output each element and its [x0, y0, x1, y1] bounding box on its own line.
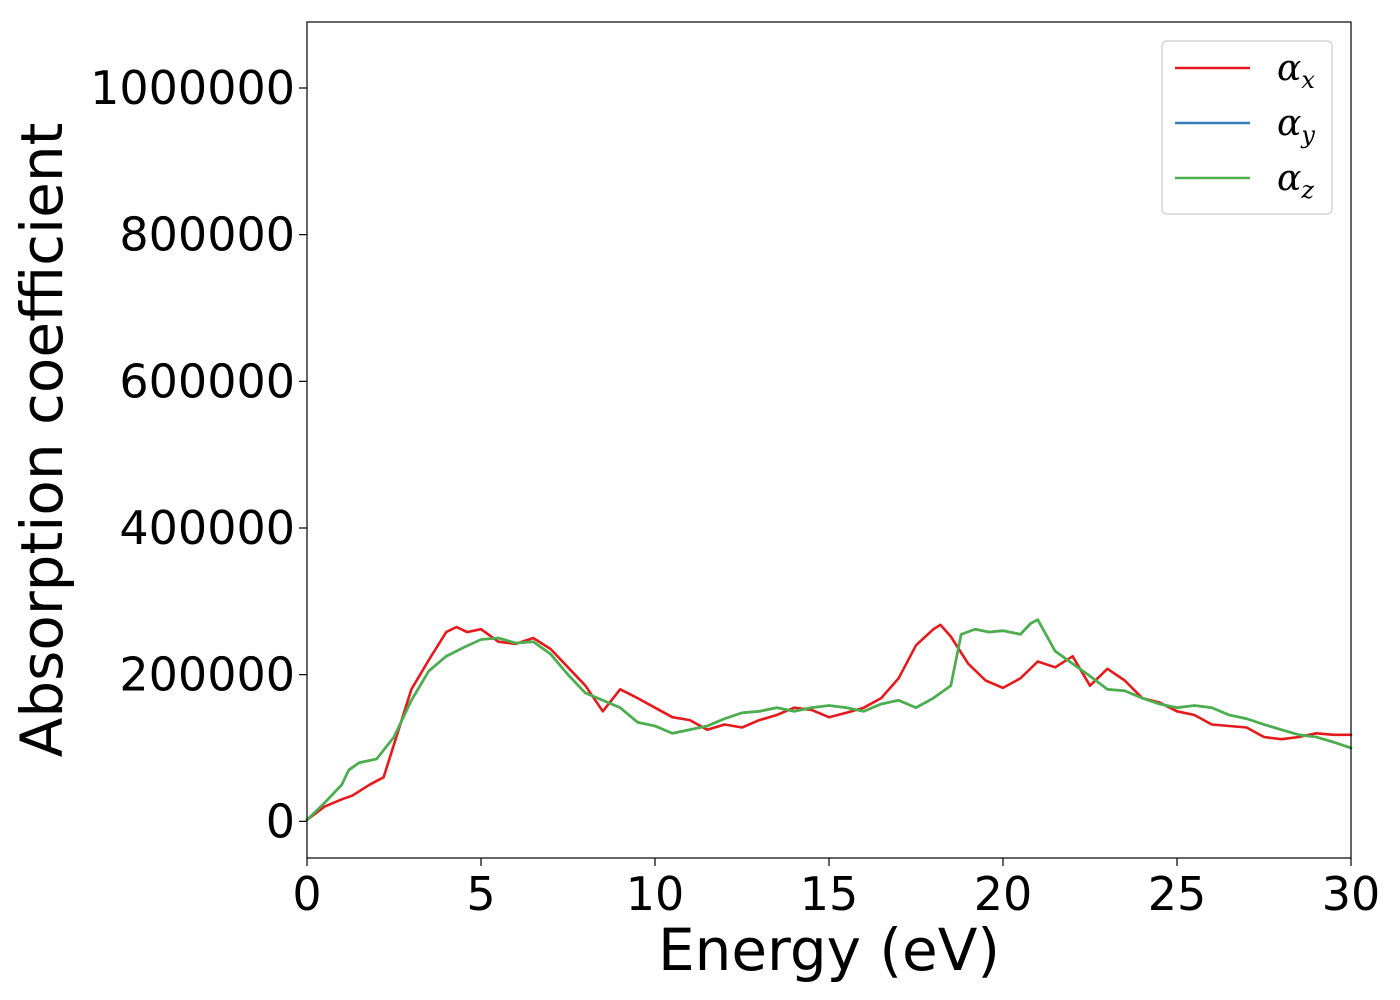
- x-tick-label: 25: [1148, 867, 1207, 921]
- y-axis-label: Absorption coefficient: [8, 123, 76, 758]
- x-tick-label: 0: [292, 867, 321, 921]
- x-axis: 0 5 10 15 20 25 30: [292, 858, 1380, 921]
- x-tick-label: 20: [974, 867, 1033, 921]
- legend: αx αy αz: [1161, 40, 1333, 215]
- x-tick-label: 5: [466, 867, 495, 921]
- y-tick-label: 800000: [119, 208, 295, 262]
- x-tick-label: 30: [1322, 867, 1381, 921]
- y-tick-label: 400000: [119, 501, 295, 555]
- legend-label-alpha-x: αx: [1277, 48, 1315, 94]
- legend-label-alpha-z: αz: [1277, 158, 1314, 204]
- y-tick-label: 200000: [119, 648, 295, 702]
- x-tick-label: 10: [626, 867, 685, 921]
- x-tick-label: 15: [800, 867, 859, 921]
- x-axis-label: Energy (eV): [658, 916, 1000, 984]
- series-layer: [305, 618, 1353, 822]
- y-axis: 0 200000 400000 600000 800000 1000000: [90, 61, 307, 848]
- legend-box: [1161, 40, 1333, 215]
- y-tick-label: 0: [266, 794, 295, 848]
- y-tick-label: 1000000: [90, 61, 295, 115]
- series-line-alpha-z: [305, 618, 1353, 822]
- legend-label-alpha-y: αy: [1277, 103, 1315, 149]
- y-tick-label: 600000: [119, 354, 295, 408]
